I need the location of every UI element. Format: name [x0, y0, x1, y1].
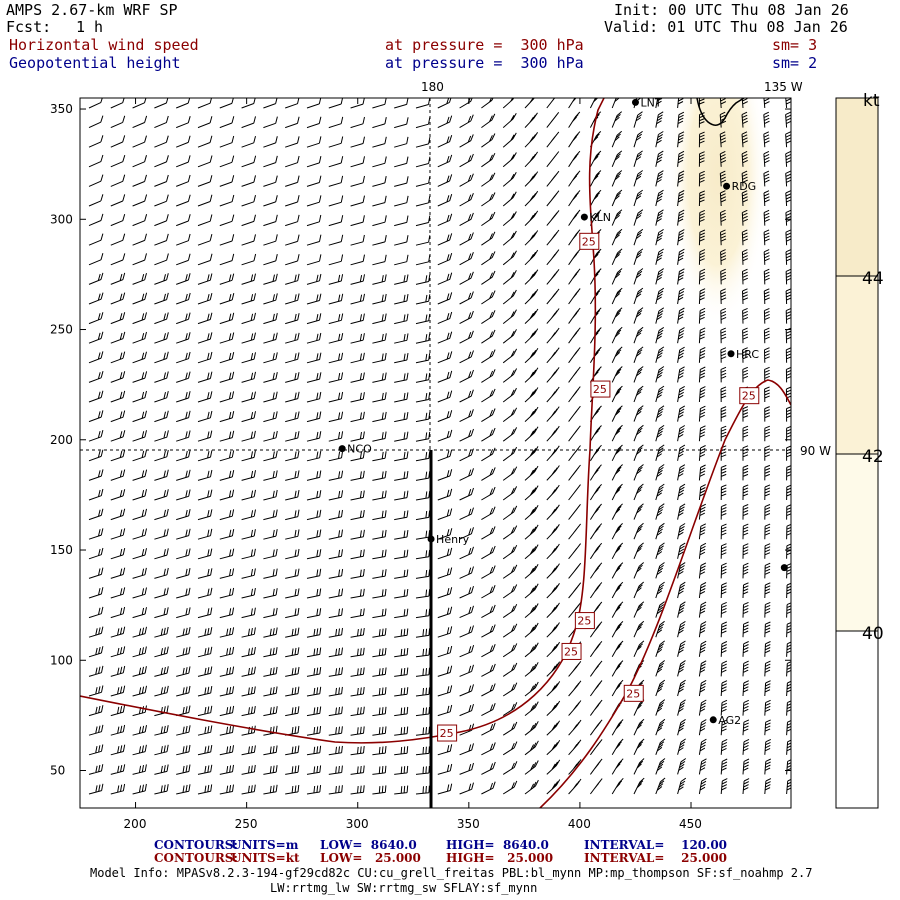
- x-axis: 200 250 300 350 400 450: [124, 98, 702, 831]
- station-dot: [709, 716, 717, 724]
- colorbar-band-4: [836, 631, 878, 808]
- contour-label-box: [579, 232, 600, 250]
- station-label: KLN: [589, 211, 611, 224]
- footer-contours-1: CONTOURS:: [154, 838, 238, 852]
- forecast-hour: 1 h: [76, 18, 104, 36]
- stations: LNT RDG KLN HRC NCO Henry AG2: [338, 96, 788, 727]
- x-tick-label: 300: [346, 817, 369, 831]
- y-tick-label: 50: [50, 764, 65, 778]
- model-info: Model Info: MPASv8.2.3-194-gf29cd82c CU:…: [90, 866, 813, 880]
- contour-label: 25: [564, 645, 578, 658]
- x-tick-label: 450: [679, 817, 702, 831]
- station-label: NCO: [347, 443, 372, 456]
- y-tick-label: 200: [50, 433, 73, 447]
- y-tick-label: 100: [50, 653, 73, 667]
- contour-label-box: [739, 387, 760, 405]
- station-label: LNT: [640, 96, 661, 109]
- model-title: AMPS 2.67-km WRF SP: [6, 1, 178, 19]
- contour-label-box: [437, 724, 458, 742]
- footer-high-1: HIGH= 8640.0: [446, 838, 549, 852]
- footer-low-2: LOW= 25.000: [320, 851, 421, 865]
- colorbar-band-2: [836, 276, 878, 454]
- y-tick-label: 250: [50, 323, 73, 337]
- contour-label: 25: [582, 235, 596, 248]
- lon-label-90w: 90 W: [800, 444, 831, 458]
- contour-label: 25: [577, 615, 591, 628]
- station-dot: [780, 564, 788, 572]
- station-dot: [580, 213, 588, 221]
- contour-label: 25: [742, 390, 756, 403]
- x-tick-label: 400: [568, 817, 591, 831]
- colorbar-band-3: [836, 454, 878, 631]
- field1-level: at pressure = 300 hPa: [385, 36, 584, 54]
- footer-contours-2: CONTOURS:: [154, 851, 238, 865]
- footer-high-2: HIGH= 25.000: [446, 851, 554, 865]
- plot-frame: [79, 97, 792, 809]
- contour-label: 25: [626, 687, 640, 700]
- wind-max-shading: [668, 98, 768, 325]
- valid-time: Valid: 01 UTC Thu 08 Jan 26: [604, 18, 848, 36]
- model-info-physics: LW:rrtmg_lw SW:rrtmg_sw SFLAY:sf_mynn: [270, 881, 538, 895]
- station-dot: [631, 98, 639, 106]
- wind-contour-25kt-east: [539, 379, 791, 808]
- contour-label-box: [623, 684, 644, 702]
- footer-units-2: UNITS=kt: [231, 851, 300, 865]
- colorbar-unit: kt: [863, 91, 880, 111]
- station-dot: [338, 445, 346, 453]
- contour-label: 25: [593, 383, 607, 396]
- station-label: RDG: [732, 180, 757, 193]
- field2-level: at pressure = 300 hPa: [385, 54, 584, 72]
- lon-label-135w: 135 W: [764, 80, 803, 94]
- station-label: HRC: [736, 348, 759, 361]
- station-dot: [723, 182, 731, 190]
- wind-contour-25kt-west: [80, 98, 605, 744]
- field1-smoothing: sm= 3: [772, 36, 818, 54]
- y-tick-label: 300: [50, 212, 73, 226]
- y-axis: 50 100 150 200 250 300 350: [50, 102, 791, 778]
- station-label: AG2: [718, 714, 741, 727]
- coastline: [696, 98, 745, 126]
- station-dot: [427, 535, 435, 543]
- station-label: Henry: [436, 533, 470, 546]
- x-tick-label: 250: [235, 817, 258, 831]
- station-dot: [727, 350, 735, 358]
- contour-labels: 25 25 25 25 25 25 25: [437, 232, 760, 742]
- contour-label-box: [561, 642, 582, 660]
- colorbar: kt 44 42 40: [835, 91, 884, 809]
- colorbar-label-44: 44: [862, 269, 884, 289]
- contour-label-box: [574, 612, 595, 630]
- forecast-label: Fcst:: [6, 18, 52, 36]
- colorbar-label-40: 40: [862, 624, 884, 644]
- y-tick-label: 150: [50, 543, 73, 557]
- field2-name: Geopotential height: [9, 54, 181, 72]
- footer-interval-2: INTERVAL= 25.000: [584, 851, 728, 865]
- field1-name: Horizontal wind speed: [9, 36, 199, 54]
- colorbar-band-1: [836, 98, 878, 276]
- footer-units-1: UNITS=m: [231, 838, 299, 852]
- footer-low-1: LOW= 8640.0: [320, 838, 417, 852]
- x-tick-label: 200: [124, 817, 147, 831]
- lon-label-180: 180: [421, 80, 444, 94]
- field2-smoothing: sm= 2: [772, 54, 818, 72]
- x-tick-label: 350: [457, 817, 480, 831]
- colorbar-label-42: 42: [862, 447, 884, 467]
- init-time: Init: 00 UTC Thu 08 Jan 26: [614, 1, 849, 19]
- y-tick-label: 350: [50, 102, 73, 116]
- contour-label: 25: [440, 727, 454, 740]
- footer-interval-1: INTERVAL= 120.00: [584, 838, 728, 852]
- contour-label-box: [590, 380, 611, 398]
- colorbar-frame: [835, 97, 879, 809]
